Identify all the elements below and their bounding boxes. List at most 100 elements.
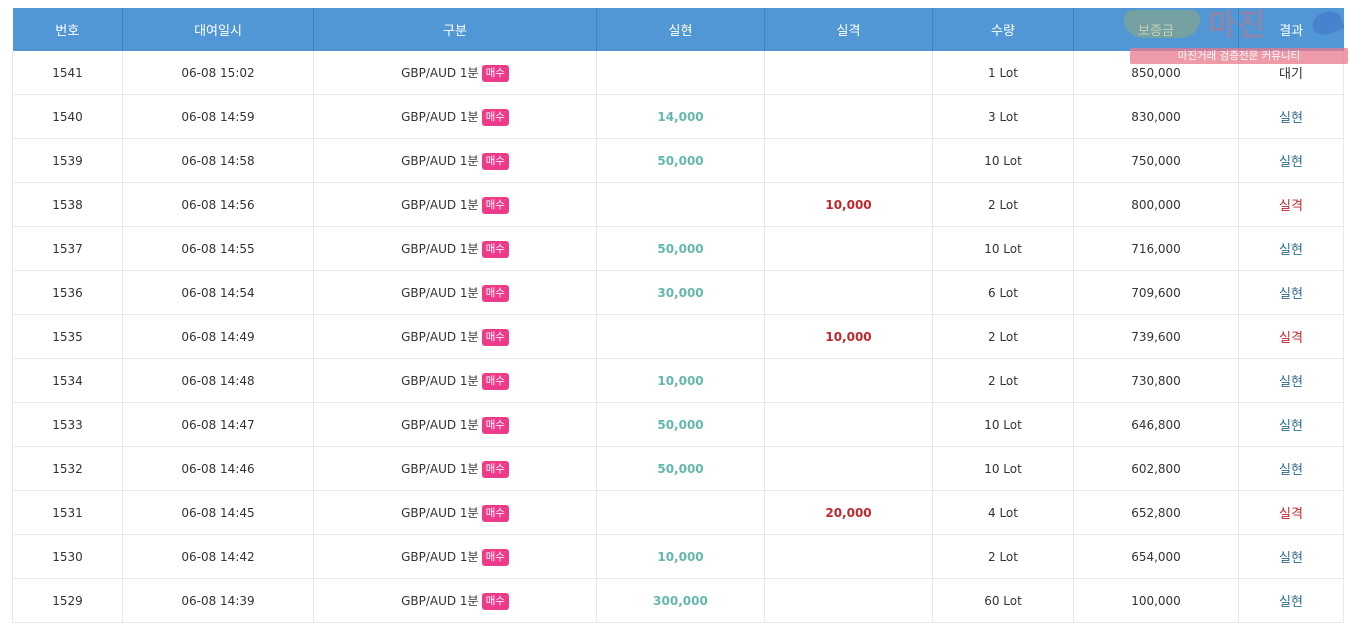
cell-no: 1539 bbox=[12, 138, 123, 183]
cell-result: 실격 bbox=[1238, 314, 1344, 359]
cell-type: GBP/AUD 1분 매수 bbox=[313, 490, 597, 535]
cell-datetime: 06-08 14:45 bbox=[122, 490, 314, 535]
currency-pair: GBP/AUD 1분 bbox=[401, 241, 479, 256]
cell-no: 1532 bbox=[12, 446, 123, 491]
cell-deposit: 716,000 bbox=[1073, 226, 1239, 271]
cell-result: 실현 bbox=[1238, 138, 1344, 183]
table-row: 1541 06-08 15:02 GBP/AUD 1분 매수 1 Lot 850,000 대… bbox=[12, 51, 1344, 95]
cell-result: 실현 bbox=[1238, 94, 1344, 139]
cell-type: GBP/AUD 1분 매수 bbox=[313, 94, 597, 139]
buy-badge: 매수 bbox=[481, 328, 509, 346]
cell-datetime: 06-08 14:48 bbox=[122, 358, 314, 403]
cell-result: 실현 bbox=[1238, 358, 1344, 403]
table-header-row: 번호 대여일시 구분 실현 실격 수량 보증금 결과 bbox=[12, 8, 1344, 51]
cell-deposit: 850,000 bbox=[1073, 51, 1239, 95]
cell-quantity: 10 Lot bbox=[932, 226, 1074, 271]
cell-deposit: 830,000 bbox=[1073, 94, 1239, 139]
table-row: 1529 06-08 14:39 GBP/AUD 1분 매수 300,000 60 Lot… bbox=[12, 578, 1344, 623]
cell-loss bbox=[764, 94, 933, 139]
cell-no: 1535 bbox=[12, 314, 123, 359]
header-datetime: 대여일시 bbox=[122, 8, 314, 51]
cell-type: GBP/AUD 1분 매수 bbox=[313, 226, 597, 271]
header-result: 결과 bbox=[1238, 8, 1344, 51]
cell-deposit: 800,000 bbox=[1073, 182, 1239, 227]
cell-loss bbox=[764, 226, 933, 271]
cell-loss: 10,000 bbox=[764, 314, 933, 359]
cell-loss bbox=[764, 578, 933, 623]
cell-type: GBP/AUD 1분 매수 bbox=[313, 446, 597, 491]
currency-pair: GBP/AUD 1분 bbox=[401, 329, 479, 344]
table-row: 1533 06-08 14:47 GBP/AUD 1분 매수 50,000 10 Lot 6… bbox=[12, 402, 1344, 447]
table-row: 1540 06-08 14:59 GBP/AUD 1분 매수 14,000 3 Lot 83… bbox=[12, 94, 1344, 139]
cell-loss bbox=[764, 51, 933, 95]
cell-no: 1529 bbox=[12, 578, 123, 623]
cell-profit bbox=[596, 490, 765, 535]
cell-result: 실현 bbox=[1238, 534, 1344, 579]
cell-no: 1530 bbox=[12, 534, 123, 579]
cell-profit: 50,000 bbox=[596, 446, 765, 491]
cell-deposit: 750,000 bbox=[1073, 138, 1239, 183]
currency-pair: GBP/AUD 1분 bbox=[401, 109, 479, 124]
cell-quantity: 60 Lot bbox=[932, 578, 1074, 623]
header-loss: 실격 bbox=[764, 8, 933, 51]
cell-profit: 50,000 bbox=[596, 138, 765, 183]
cell-result: 실현 bbox=[1238, 446, 1344, 491]
cell-quantity: 2 Lot bbox=[932, 182, 1074, 227]
cell-loss: 10,000 bbox=[764, 182, 933, 227]
trade-history-table: 번호 대여일시 구분 실현 실격 수량 보증금 결과 1541 06-08 15:… bbox=[12, 8, 1344, 623]
cell-profit: 10,000 bbox=[596, 358, 765, 403]
buy-badge: 매수 bbox=[481, 504, 509, 522]
cell-datetime: 06-08 14:42 bbox=[122, 534, 314, 579]
cell-no: 1534 bbox=[12, 358, 123, 403]
buy-badge: 매수 bbox=[481, 240, 509, 258]
cell-datetime: 06-08 14:46 bbox=[122, 446, 314, 491]
currency-pair: GBP/AUD 1분 bbox=[401, 505, 479, 520]
cell-result: 실현 bbox=[1238, 402, 1344, 447]
table-row: 1538 06-08 14:56 GBP/AUD 1분 매수 10,000 2 Lot 80… bbox=[12, 182, 1344, 227]
cell-no: 1540 bbox=[12, 94, 123, 139]
cell-type: GBP/AUD 1분 매수 bbox=[313, 534, 597, 579]
buy-badge: 매수 bbox=[481, 460, 509, 478]
cell-no: 1537 bbox=[12, 226, 123, 271]
table-row: 1537 06-08 14:55 GBP/AUD 1분 매수 50,000 10 Lot 7… bbox=[12, 226, 1344, 271]
buy-badge: 매수 bbox=[481, 592, 509, 610]
currency-pair: GBP/AUD 1분 bbox=[401, 593, 479, 608]
cell-result: 실현 bbox=[1238, 226, 1344, 271]
cell-result: 대기 bbox=[1238, 51, 1344, 95]
buy-badge: 매수 bbox=[481, 196, 509, 214]
currency-pair: GBP/AUD 1분 bbox=[401, 153, 479, 168]
cell-profit bbox=[596, 51, 765, 95]
cell-type: GBP/AUD 1분 매수 bbox=[313, 51, 597, 95]
currency-pair: GBP/AUD 1분 bbox=[401, 197, 479, 212]
currency-pair: GBP/AUD 1분 bbox=[401, 373, 479, 388]
cell-datetime: 06-08 14:56 bbox=[122, 182, 314, 227]
cell-deposit: 100,000 bbox=[1073, 578, 1239, 623]
cell-quantity: 10 Lot bbox=[932, 138, 1074, 183]
cell-no: 1541 bbox=[12, 51, 123, 95]
currency-pair: GBP/AUD 1분 bbox=[401, 461, 479, 476]
table-row: 1539 06-08 14:58 GBP/AUD 1분 매수 50,000 10 Lot 7… bbox=[12, 138, 1344, 183]
cell-type: GBP/AUD 1분 매수 bbox=[313, 358, 597, 403]
cell-type: GBP/AUD 1분 매수 bbox=[313, 314, 597, 359]
table-row: 1532 06-08 14:46 GBP/AUD 1분 매수 50,000 10 Lot 6… bbox=[12, 446, 1344, 491]
table-row: 1536 06-08 14:54 GBP/AUD 1분 매수 30,000 6 Lot 70… bbox=[12, 270, 1344, 315]
cell-datetime: 06-08 14:47 bbox=[122, 402, 314, 447]
buy-badge: 매수 bbox=[481, 416, 509, 434]
cell-profit: 300,000 bbox=[596, 578, 765, 623]
cell-datetime: 06-08 14:49 bbox=[122, 314, 314, 359]
table-row: 1531 06-08 14:45 GBP/AUD 1분 매수 20,000 4 Lot 65… bbox=[12, 490, 1344, 535]
cell-datetime: 06-08 15:02 bbox=[122, 51, 314, 95]
cell-quantity: 10 Lot bbox=[932, 402, 1074, 447]
cell-datetime: 06-08 14:39 bbox=[122, 578, 314, 623]
cell-quantity: 2 Lot bbox=[932, 314, 1074, 359]
cell-deposit: 709,600 bbox=[1073, 270, 1239, 315]
buy-badge: 매수 bbox=[481, 548, 509, 566]
cell-deposit: 646,800 bbox=[1073, 402, 1239, 447]
buy-badge: 매수 bbox=[481, 64, 509, 82]
cell-loss bbox=[764, 534, 933, 579]
cell-profit: 50,000 bbox=[596, 226, 765, 271]
cell-type: GBP/AUD 1분 매수 bbox=[313, 182, 597, 227]
cell-deposit: 730,800 bbox=[1073, 358, 1239, 403]
cell-profit: 14,000 bbox=[596, 94, 765, 139]
cell-result: 실현 bbox=[1238, 270, 1344, 315]
